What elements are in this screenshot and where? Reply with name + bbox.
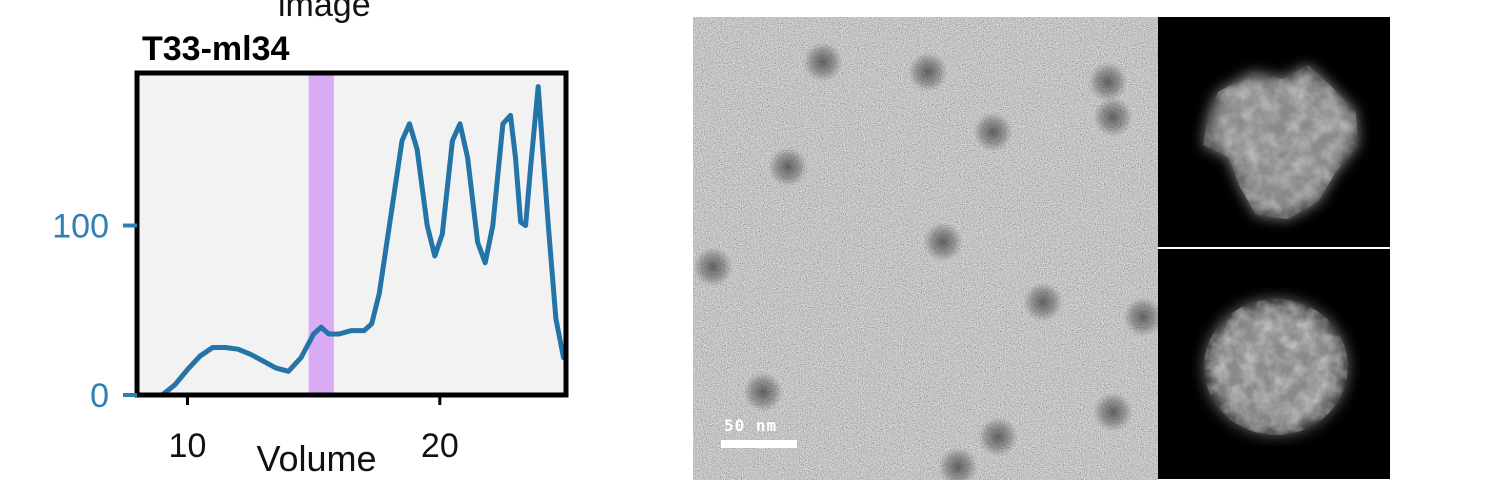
partial-heading: image [278,0,371,24]
fraction-highlight [308,73,334,395]
particle [978,417,1018,457]
chart-title: T33-ml34 [142,30,290,68]
y-tick-label: 0 [90,377,109,415]
series-line [159,84,566,398]
particle [743,372,783,412]
y-tick-label: 100 [52,208,109,246]
scale-bar [721,440,797,448]
particle [1023,282,1063,322]
x-tick-label: 10 [169,427,207,465]
particle [938,447,978,480]
x-tick-label: 20 [421,427,459,465]
particle [1088,62,1128,102]
particle [803,42,843,82]
particle [923,222,963,262]
plot-frame [134,70,569,398]
tem-micrograph [693,17,1158,480]
scale-bar-label: 50 nm [724,416,778,435]
particle [908,52,948,92]
class-average-bottom [1158,249,1390,479]
sec-chart: 0 100 10 20 Volume [52,70,569,479]
particle-group [693,42,1158,480]
particle [693,247,733,287]
class-average-top [1158,17,1390,247]
x-axis-label: Volume [256,438,376,479]
plot-area: 0 100 10 20 Volume [52,70,569,479]
particle [1123,297,1158,337]
particle [768,147,808,187]
particle [973,112,1013,152]
plot-background [137,73,566,395]
particle [1093,392,1133,432]
particle [1093,97,1133,137]
